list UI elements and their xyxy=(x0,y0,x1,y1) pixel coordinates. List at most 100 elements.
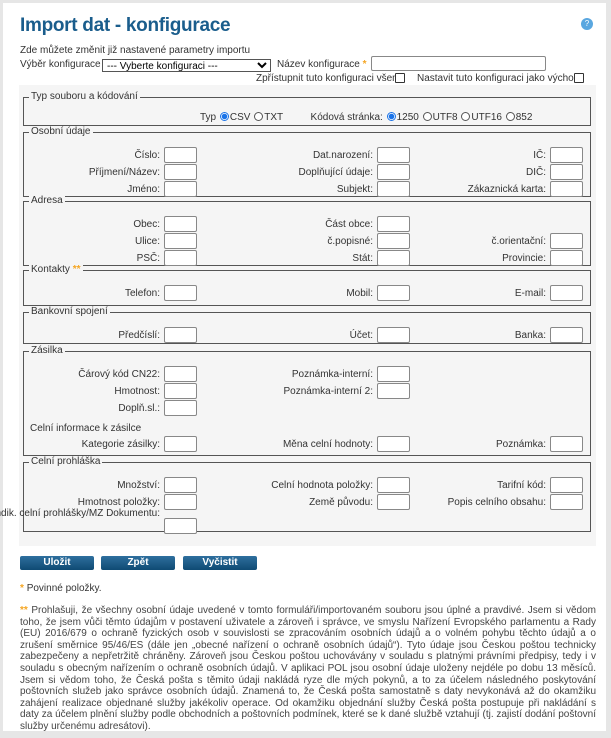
field-5-0-1-input[interactable] xyxy=(377,477,410,493)
field-0-2-1-input[interactable] xyxy=(377,181,410,197)
customs-field-1-label: Měna celní hodnoty: xyxy=(282,439,373,450)
field-0-0-0-label: Číslo: xyxy=(134,150,160,161)
required-note: * Povinné položky. xyxy=(20,583,102,594)
field-4-1-1-label: Poznámka-interní 2: xyxy=(283,386,374,397)
field-5-1-1-label: Země původu: xyxy=(309,497,373,508)
customs-field-0-label: Kategorie zásilky: xyxy=(81,439,160,450)
customs-field-0-input[interactable] xyxy=(164,436,197,452)
indik-label: Indik. celní prohlášky/MZ Dokumentu: xyxy=(0,508,160,519)
field-5-1-0-input[interactable] xyxy=(164,494,197,510)
config-name-label: Název konfigurace * xyxy=(277,59,367,70)
field-0-0-1-input[interactable] xyxy=(377,147,410,163)
fieldset-legend: Osobní údaje xyxy=(29,126,93,137)
field-0-0-1-label: Dat.narození: xyxy=(312,150,373,161)
indik-input[interactable] xyxy=(164,518,197,534)
field-5-0-2-label: Tarifní kód: xyxy=(497,480,546,491)
field-1-2-0-label: PSČ: xyxy=(136,253,160,264)
radio-txt-label: TXT xyxy=(264,112,283,123)
radio-utf8[interactable] xyxy=(422,112,432,121)
form-panel xyxy=(19,85,596,546)
field-3-0-2-input[interactable] xyxy=(550,327,583,343)
legal-text: ** Prohlašuji, že všechny osobní údaje u… xyxy=(20,605,597,732)
fieldset-filetype: Typ souboru a kódování Typ CSV TXT Kódov… xyxy=(23,91,591,126)
field-5-0-2-input[interactable] xyxy=(550,477,583,493)
customs-subheading: Celní informace k zásilce xyxy=(30,423,142,434)
field-4-1-0-input[interactable] xyxy=(164,383,197,399)
field-5-0-1-label: Celní hodnota položky: xyxy=(271,480,373,491)
field-3-0-0-label: Předčíslí: xyxy=(118,330,160,341)
field-3-0-1-label: Účet: xyxy=(349,330,373,341)
radio-utf16-label: UTF16 xyxy=(471,112,502,123)
field-2-0-1-input[interactable] xyxy=(377,285,410,301)
field-2-0-0-input[interactable] xyxy=(164,285,197,301)
field-4-0-0-label: Čárový kód CN22: xyxy=(78,369,160,380)
field-0-2-1-label: Subjekt: xyxy=(336,184,373,195)
field-3-0-0-input[interactable] xyxy=(164,327,197,343)
field-4-0-1-input[interactable] xyxy=(377,366,410,382)
field-0-0-0-input[interactable] xyxy=(164,147,197,163)
field-1-1-0-input[interactable] xyxy=(164,233,197,249)
fieldset-1: Adresa Obec: Část obce: Ulice: č.popisné: č.o… xyxy=(23,195,591,266)
radio-txt[interactable] xyxy=(254,112,264,121)
fieldset-legend: Adresa xyxy=(29,195,65,206)
filetype-row: Typ CSV TXT Kódová stránka: 1250 UTF8 UT… xyxy=(200,112,532,123)
field-4-1-1-input[interactable] xyxy=(377,383,410,399)
radio-1250[interactable] xyxy=(386,112,396,121)
field-5-1-2-input[interactable] xyxy=(550,494,583,510)
radio-utf8-label: UTF8 xyxy=(432,112,458,123)
field-0-2-2-input[interactable] xyxy=(550,181,583,197)
back-button[interactable]: Zpět xyxy=(101,556,175,570)
field-4-0-0-input[interactable] xyxy=(164,366,197,382)
field-0-0-2-label: IČ: xyxy=(533,150,546,161)
save-button[interactable]: Uložit xyxy=(20,556,94,570)
customs-field-2-input[interactable] xyxy=(550,436,583,452)
field-1-2-0-input[interactable] xyxy=(164,250,197,266)
fieldset-legend: Bankovní spojení xyxy=(29,306,110,317)
config-select-label: Výběr konfigurace xyxy=(20,59,101,70)
page-title: Import dat - konfigurace xyxy=(20,15,231,36)
radio-852[interactable] xyxy=(505,112,515,121)
field-1-1-0-label: Ulice: xyxy=(134,236,160,247)
customs-field-1-input[interactable] xyxy=(377,436,410,452)
field-4-2-0-input[interactable] xyxy=(164,400,197,416)
radio-csv[interactable] xyxy=(219,112,229,121)
field-3-0-1-input[interactable] xyxy=(377,327,410,343)
default-checkbox[interactable] xyxy=(574,73,584,83)
fieldset-0: Osobní údaje Číslo: Dat.narození: IČ: Příjme… xyxy=(23,126,591,197)
default-label: Nastavit tuto konfiguraci jako výchozí xyxy=(417,73,582,84)
intro-text: Zde můžete změnit již nastavené parametr… xyxy=(20,45,251,56)
field-0-2-0-input[interactable] xyxy=(164,181,197,197)
field-5-0-0-input[interactable] xyxy=(164,477,197,493)
field-1-0-1-label: Část obce: xyxy=(325,219,373,230)
field-1-2-1-label: Stát: xyxy=(352,253,373,264)
share-checkbox[interactable] xyxy=(395,73,405,83)
field-5-0-0-label: Množství: xyxy=(117,480,160,491)
question-icon[interactable]: ? xyxy=(581,18,593,30)
field-0-1-1-input[interactable] xyxy=(377,164,410,180)
field-0-1-0-label: Příjmení/Název: xyxy=(88,167,160,178)
field-5-1-1-input[interactable] xyxy=(377,494,410,510)
field-1-1-2-input[interactable] xyxy=(550,233,583,249)
field-1-2-2-input[interactable] xyxy=(550,250,583,266)
clear-button[interactable]: Vyčistit xyxy=(183,556,257,570)
field-0-1-2-label: DIČ: xyxy=(526,167,546,178)
field-0-1-2-input[interactable] xyxy=(550,164,583,180)
field-1-2-1-input[interactable] xyxy=(377,250,410,266)
radio-utf16[interactable] xyxy=(461,112,471,121)
field-2-0-2-input[interactable] xyxy=(550,285,583,301)
field-5-1-0-label: Hmotnost položky: xyxy=(77,497,160,508)
field-0-0-2-input[interactable] xyxy=(550,147,583,163)
field-0-1-0-input[interactable] xyxy=(164,164,197,180)
field-1-0-1-input[interactable] xyxy=(377,216,410,232)
type-label: Typ xyxy=(200,112,217,123)
fieldset-legend: Celní prohláška xyxy=(29,456,103,467)
field-1-0-0-input[interactable] xyxy=(164,216,197,232)
fieldset-3: Bankovní spojení Předčíslí: Účet: Banka: xyxy=(23,306,591,344)
config-select[interactable]: --- Vyberte konfiguraci --- xyxy=(102,59,271,72)
field-2-0-1-label: Mobil: xyxy=(346,288,373,299)
config-name-input[interactable] xyxy=(371,56,546,71)
field-4-0-1-label: Poznámka-interní: xyxy=(291,369,373,380)
field-4-2-0-label: Doplň.sl.: xyxy=(118,403,160,414)
radio-csv-label: CSV xyxy=(229,112,251,123)
field-1-1-1-input[interactable] xyxy=(377,233,410,249)
